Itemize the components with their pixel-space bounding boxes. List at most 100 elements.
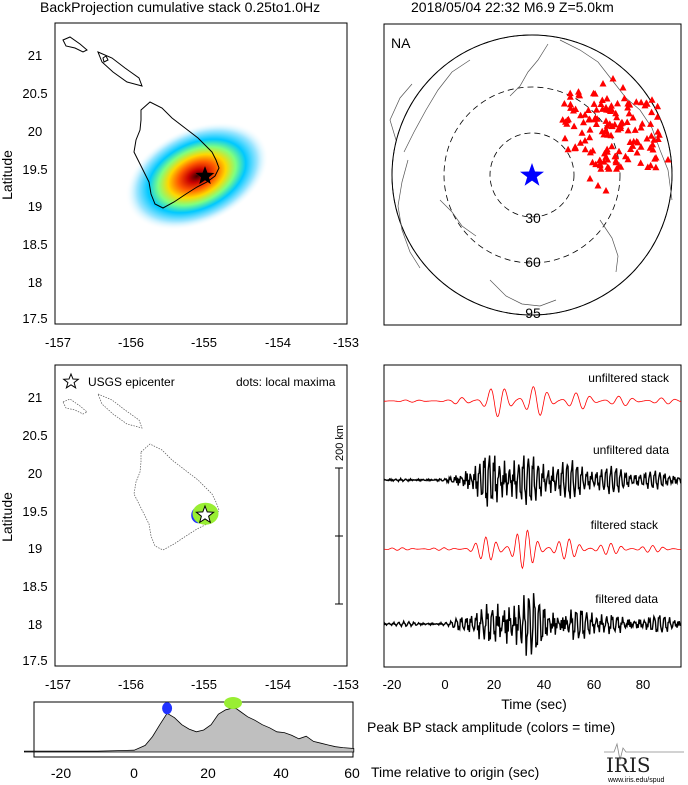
trace-label-filtered-data: filtered data xyxy=(595,592,658,606)
xtick-5: -153 xyxy=(333,677,359,692)
station-triangle xyxy=(599,105,606,112)
station-triangles xyxy=(559,75,672,194)
station-triangle xyxy=(654,113,661,120)
station-triangle xyxy=(625,109,633,117)
station-triangle xyxy=(614,99,621,107)
legend-star-icon xyxy=(62,372,80,389)
station-triangle xyxy=(648,108,656,116)
station-triangle xyxy=(629,142,637,149)
xtick-4: -154 xyxy=(265,335,291,350)
station-triangle xyxy=(637,159,645,166)
station-triangle xyxy=(567,100,574,108)
station-triangle xyxy=(581,145,589,153)
ytick-5: 19 xyxy=(28,199,42,214)
ring-label-60: 60 xyxy=(525,254,541,270)
station-triangle xyxy=(591,114,599,121)
xtick-3: -155 xyxy=(191,335,217,350)
amp-title: Peak BP stack amplitude (colors = time) xyxy=(367,719,615,735)
xtick-4: -154 xyxy=(265,677,291,692)
station-triangle xyxy=(664,156,672,163)
station-triangle xyxy=(637,124,645,131)
station-triangle xyxy=(652,163,660,171)
station-triangle xyxy=(619,84,627,91)
xtick-3: -155 xyxy=(191,677,217,692)
station-triangle xyxy=(648,96,656,103)
station-triangle xyxy=(586,133,594,141)
source-star xyxy=(520,163,544,186)
xtick-2: -156 xyxy=(118,677,144,692)
station-triangle xyxy=(626,101,634,108)
xtick-5: -153 xyxy=(333,335,359,350)
station-triangle xyxy=(643,100,651,107)
trace-label-filtered-stack: filtered stack xyxy=(591,518,659,532)
station-triangle xyxy=(620,94,628,102)
local-maxima-map: USGS epicenter dots: local maxima 200 km… xyxy=(0,364,359,692)
trace-panel: unfiltered stack unfiltered data filtere… xyxy=(383,364,682,712)
station-triangle xyxy=(629,114,637,121)
station-triangle xyxy=(590,100,598,107)
amplitude-peak-dot xyxy=(224,697,242,709)
station-triangle xyxy=(633,149,641,156)
ytick-3: 20 xyxy=(28,466,42,481)
station-triangle xyxy=(647,161,655,169)
station-triangle xyxy=(562,118,569,125)
ring-label-95: 95 xyxy=(525,305,541,321)
station-triangle xyxy=(608,122,616,130)
station-triangle xyxy=(577,111,585,119)
station-triangle xyxy=(615,147,623,155)
station-triangle xyxy=(603,145,611,153)
station-triangle xyxy=(598,127,606,135)
network-label: NA xyxy=(391,35,411,51)
ytick-8: 17.5 xyxy=(22,653,47,668)
ytick-2: 20.5 xyxy=(22,428,47,443)
trace-xtick-3: 20 xyxy=(487,677,501,692)
ytick-7: 18 xyxy=(28,617,42,632)
legend-epicenter-label: USGS epicenter xyxy=(88,375,175,389)
scale-bar xyxy=(335,467,343,605)
station-triangle xyxy=(591,90,599,97)
station-triangle xyxy=(603,95,611,102)
station-triangle xyxy=(613,113,621,121)
station-triangle xyxy=(593,106,600,113)
right-title: 2018/05/04 22:32 M6.9 Z=5.0km xyxy=(411,0,614,15)
station-triangle xyxy=(654,128,662,135)
station-triangle xyxy=(594,182,602,189)
coastline xyxy=(62,36,220,209)
station-triangle xyxy=(581,111,589,118)
station-triangle xyxy=(586,126,594,133)
station-triangle xyxy=(592,120,600,127)
amplitude-area xyxy=(24,707,355,753)
station-triangle xyxy=(632,98,640,105)
station-triangle xyxy=(570,122,578,130)
y-axis-label: Latitude xyxy=(0,150,15,200)
station-triangle xyxy=(604,131,612,138)
station-triangle xyxy=(654,135,662,142)
ytick-7: 18 xyxy=(28,275,42,290)
coastline-light xyxy=(62,393,220,551)
amp-x-axis-label: Time relative to origin (sec) xyxy=(371,764,539,780)
station-triangle xyxy=(592,160,600,168)
station-triangle xyxy=(612,109,620,117)
iris-logo: IRIS www.iris.edu/spud xyxy=(604,742,684,784)
station-triangle xyxy=(624,126,632,134)
station-triangle xyxy=(652,154,660,161)
station-triangle xyxy=(602,187,610,194)
heatmap-blob xyxy=(125,121,269,231)
station-triangle xyxy=(578,129,586,136)
station-triangle xyxy=(567,104,575,111)
station-triangle xyxy=(617,124,625,132)
station-triangle xyxy=(638,120,646,127)
filtered-data-trace xyxy=(384,593,681,656)
left-title: BackProjection cumulative stack 0.25to1.… xyxy=(40,0,320,15)
station-triangle xyxy=(560,100,568,107)
station-triangle xyxy=(596,156,604,164)
station-triangle xyxy=(599,80,607,87)
station-triangle xyxy=(584,106,592,113)
station-triangle xyxy=(581,137,589,144)
trace-x-axis-label: Time (sec) xyxy=(501,696,567,712)
ytick-8: 17.5 xyxy=(22,311,47,326)
ytick-1: 21 xyxy=(28,390,42,405)
station-triangle xyxy=(601,149,608,157)
trace-xtick-2: 0 xyxy=(441,677,448,692)
